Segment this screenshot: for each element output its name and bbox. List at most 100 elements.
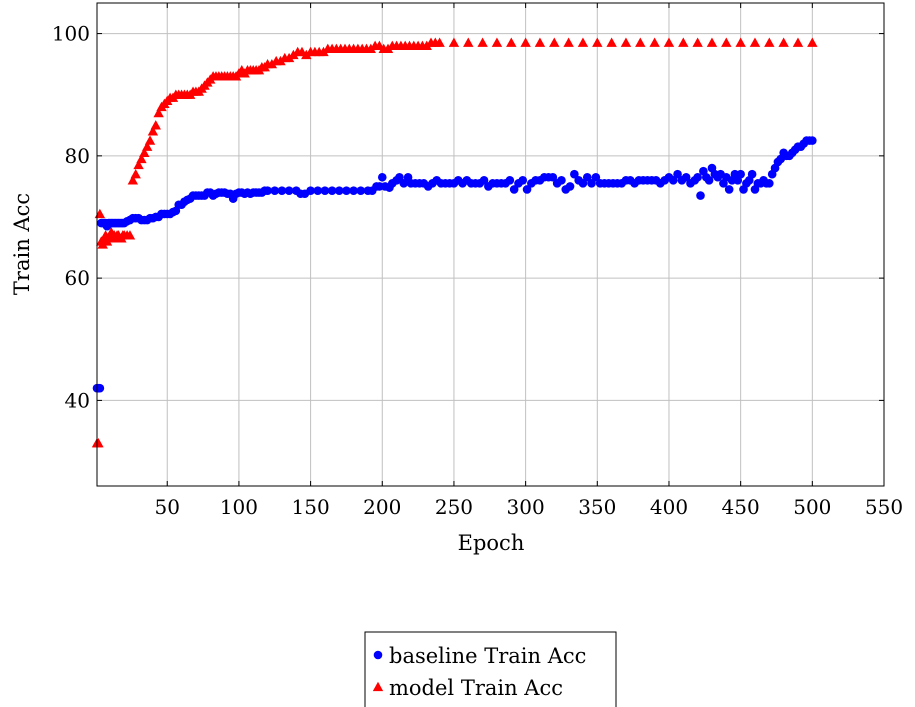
data-point: [327, 186, 337, 195]
data-point: [693, 172, 702, 182]
data-point: [518, 176, 528, 185]
data-point: [349, 186, 358, 195]
y-tick-label: 40: [65, 388, 90, 412]
data-point: [463, 37, 474, 47]
legend-label: model Train Acc: [389, 676, 563, 700]
data-point: [153, 107, 164, 118]
data-point: [592, 37, 603, 47]
data-point: [663, 37, 675, 47]
data-point: [139, 147, 150, 157]
data-point: [668, 176, 678, 185]
data-point: [479, 176, 489, 185]
data-point: [270, 186, 280, 195]
data-point: [263, 186, 272, 195]
data-point: [150, 120, 161, 130]
y-tick-label: 100: [52, 22, 90, 46]
data-point: [93, 438, 104, 448]
data-point: [736, 169, 745, 179]
x-tick-label: 250: [435, 495, 473, 519]
data-point: [591, 172, 601, 182]
data-point: [95, 383, 105, 393]
data-point: [520, 37, 531, 47]
data-point: [491, 37, 503, 47]
x-tick-label: 200: [363, 495, 401, 519]
data-point: [735, 37, 746, 47]
data-point: [277, 186, 287, 195]
data-point: [477, 37, 488, 47]
data-point: [284, 186, 294, 195]
data-point: [399, 179, 409, 188]
data-point: [382, 43, 394, 54]
data-point: [563, 37, 574, 47]
data-point: [506, 37, 517, 47]
data-point: [320, 186, 330, 195]
data-point: [807, 37, 818, 47]
data-point: [94, 208, 106, 219]
x-tick-label: 550: [865, 495, 903, 519]
legend-marker: [373, 650, 383, 660]
x-tick-label: 100: [220, 495, 258, 519]
data-point: [306, 186, 315, 195]
data-point: [778, 37, 789, 47]
data-point: [147, 126, 159, 136]
data-point: [548, 172, 558, 182]
y-tick-label: 80: [65, 144, 90, 168]
y-axis-label: Train Acc: [10, 193, 34, 295]
data-point: [692, 37, 703, 47]
data-point: [365, 43, 377, 54]
data-point: [678, 37, 689, 47]
data-point: [522, 185, 532, 194]
data-point: [421, 40, 432, 50]
data-point: [570, 169, 579, 179]
data-point: [141, 141, 153, 151]
data-point: [706, 37, 718, 47]
data-point: [395, 172, 404, 182]
data-point: [97, 239, 108, 249]
data-point: [724, 185, 734, 194]
data-point: [792, 37, 804, 47]
data-point: [704, 176, 714, 185]
data-point: [127, 175, 139, 185]
data-point: [136, 153, 147, 164]
data-point: [283, 52, 295, 63]
data-point: [448, 37, 460, 47]
x-tick-label: 150: [292, 495, 330, 519]
data-point: [130, 168, 141, 179]
data-point: [764, 37, 775, 47]
data-point: [505, 176, 515, 185]
data-point: [434, 37, 445, 47]
data-point: [549, 37, 560, 47]
y-axis-ticks: 40 60 80 100: [52, 22, 884, 412]
data-point: [635, 37, 646, 47]
data-point: [565, 182, 575, 191]
data-point: [606, 37, 617, 47]
data-point: [673, 169, 682, 179]
legend-label: baseline Train Acc: [389, 644, 586, 668]
data-point: [808, 136, 817, 145]
data-point: [144, 135, 156, 145]
data-point: [275, 55, 286, 66]
data-point: [288, 49, 299, 60]
data-point: [377, 172, 387, 182]
x-tick-label: 350: [578, 495, 616, 519]
data-point: [749, 37, 761, 47]
data-point: [534, 37, 546, 47]
legend-box: [364, 631, 617, 707]
x-tick-label: 450: [722, 495, 760, 519]
data-point: [133, 159, 144, 170]
data-point: [681, 172, 691, 182]
data-point: [620, 37, 632, 47]
data-point: [318, 46, 329, 57]
legend-marker: [372, 681, 384, 692]
data-point: [342, 186, 351, 195]
x-tick-label: 300: [507, 495, 545, 519]
series-baseline: [92, 136, 817, 393]
x-axis-ticks: 50 100 150 200 250 300 350 400 450 500 550: [155, 3, 903, 519]
data-point: [557, 176, 566, 185]
data-point: [649, 37, 660, 47]
data-point: [124, 230, 136, 240]
data-point: [313, 186, 323, 195]
data-point: [582, 172, 592, 182]
data-point: [578, 179, 588, 188]
